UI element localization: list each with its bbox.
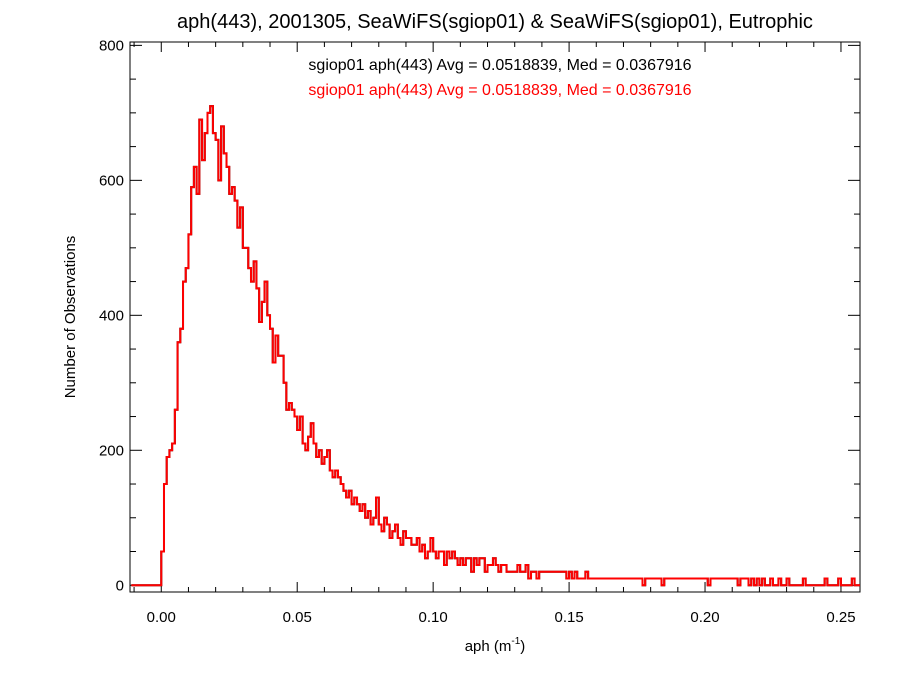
y-tick-label: 400: [99, 307, 124, 324]
annotation-black: sgiop01 aph(443) Avg = 0.0518839, Med = …: [308, 57, 691, 74]
x-tick-label: 0.15: [554, 609, 583, 626]
x-axis-label-sup: -1: [511, 636, 520, 647]
x-tick-label: 0.25: [826, 609, 855, 626]
y-tick-label: 0: [116, 577, 124, 594]
x-tick-label: 0.10: [419, 609, 448, 626]
x-axis-label-main: aph (m: [465, 638, 512, 655]
x-tick-label: 0.00: [147, 609, 176, 626]
x-tick-label: 0.20: [690, 609, 719, 626]
y-axis-label: Number of Observations: [62, 236, 79, 399]
x-axis-label: aph (m-1): [465, 636, 526, 655]
x-axis-ticks: 0.00 0.05 0.10 0.15 0.20 0.25: [133, 42, 856, 626]
series-line-black: [131, 105, 860, 587]
y-tick-label: 600: [99, 172, 124, 189]
annotation-red: sgiop01 aph(443) Avg = 0.0518839, Med = …: [308, 82, 691, 99]
plot-frame: [129, 41, 861, 593]
y-tick-label: 200: [99, 442, 124, 459]
x-tick-label: 0.05: [283, 609, 312, 626]
chart-title: aph(443), 2001305, SeaWiFS(sgiop01) & Se…: [177, 11, 813, 33]
series-line-red: [131, 105, 860, 587]
y-tick-label: 800: [99, 37, 124, 54]
y-axis-ticks: 0 200 400 600 800: [99, 37, 860, 594]
x-axis-label-close: ): [520, 638, 525, 655]
